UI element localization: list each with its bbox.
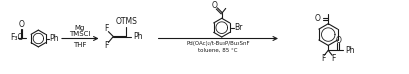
Text: F: F (330, 54, 335, 63)
Text: O: O (19, 20, 25, 29)
Text: toluene, 85 °C: toluene, 85 °C (198, 48, 237, 53)
Text: Br: Br (234, 23, 242, 32)
Text: OTMS: OTMS (115, 17, 137, 26)
Text: O: O (211, 1, 217, 10)
Text: O: O (314, 14, 319, 23)
Text: F: F (104, 41, 108, 50)
Text: Ph: Ph (49, 34, 59, 43)
Text: F: F (320, 54, 325, 63)
Text: Ph: Ph (133, 32, 142, 41)
Text: O: O (334, 36, 340, 45)
Text: Pd(OAc)₂/t-Bu₃P/Bu₃SnF: Pd(OAc)₂/t-Bu₃P/Bu₃SnF (186, 41, 249, 46)
Text: TMSCl: TMSCl (69, 31, 90, 37)
Text: F: F (104, 24, 108, 33)
Text: Ph: Ph (344, 46, 354, 55)
Text: Mg: Mg (74, 25, 85, 31)
Text: F₃C: F₃C (10, 33, 22, 42)
Text: THF: THF (73, 42, 86, 48)
